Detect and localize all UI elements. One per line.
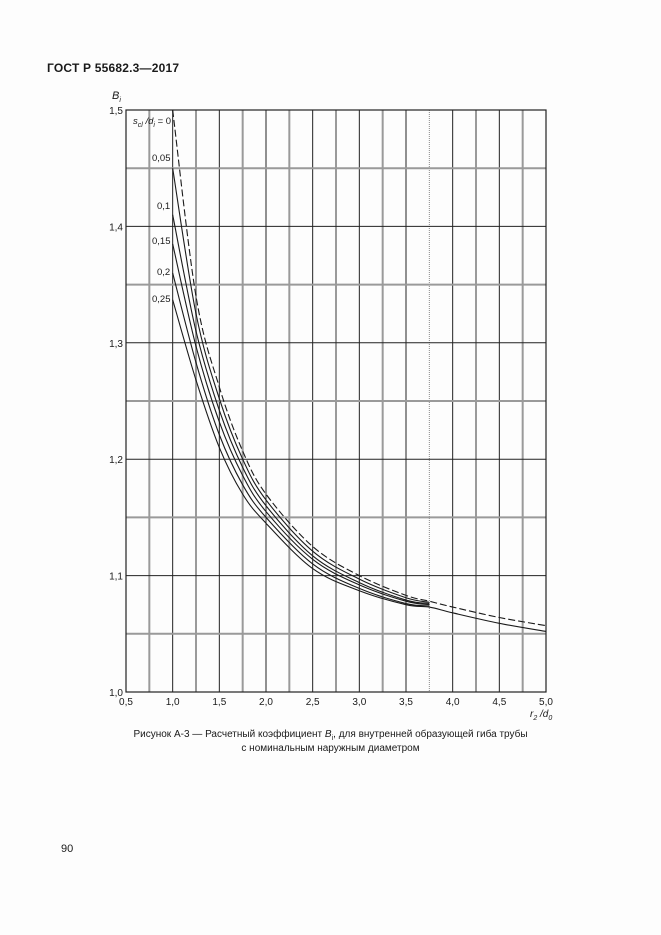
x-tick-label: 1,5 [212, 697, 226, 708]
caption-post: , для внутренней образующей гиба трубы [333, 729, 528, 740]
x-tick-label: 3,0 [352, 697, 366, 708]
series-annotation: 0,25 [152, 294, 171, 305]
x-tick-label: 4,5 [492, 697, 506, 708]
x-tick-label: 3,5 [399, 697, 413, 708]
y-tick-label: 1,1 [109, 572, 123, 583]
document-header: ГОСТ Р 55682.3—2017 [47, 61, 180, 75]
curve-s-0-05 [172, 168, 430, 603]
x-tick-label: 5,0 [539, 697, 553, 708]
y-tick-label: 1,5 [109, 106, 123, 117]
y-tick-label: 1,0 [109, 688, 123, 699]
x-tick-label: 1,0 [166, 697, 180, 708]
x-axis-label: r2 /d0 [530, 709, 552, 722]
caption-symbol-sub: i [331, 735, 334, 742]
curve-s-0-2 [172, 272, 430, 607]
figure-caption-line2: с номинальным наружным диаметром [241, 743, 420, 754]
caption-symbol: B [324, 729, 332, 740]
series-annotation: 0,15 [152, 236, 171, 247]
y-axis-label: Bi [112, 90, 121, 104]
chart-grid [125, 109, 547, 693]
chart-labels: 0,5 1,0 1,5 2,0 2,5 3,0 3,5 4,0 4,5 5,01,01,11,21… [109, 90, 553, 722]
series-annotation: 0,2 [157, 267, 170, 278]
chart-curves [172, 109, 547, 633]
curve-s-0-15 [172, 243, 430, 606]
page-number: 90 [61, 843, 74, 855]
x-tick-label: 2,0 [259, 697, 273, 708]
y-tick-label: 1,3 [109, 339, 123, 350]
y-tick-label: 1,2 [109, 455, 123, 466]
y-tick-label: 1,4 [109, 222, 123, 233]
series-annotation: scl /di = 0 [133, 116, 171, 129]
curve-s-0 [172, 109, 547, 627]
series-annotation: 0,05 [152, 153, 171, 164]
series-annotation: 0,1 [157, 201, 170, 212]
plot-frame [125, 109, 547, 693]
curve-s-0-25 [172, 299, 547, 633]
caption-pre: Рисунок А-3 — Расчетный коэффициент [133, 729, 325, 740]
curve-s-0-1 [172, 214, 430, 605]
x-tick-label: 2,5 [306, 697, 320, 708]
x-tick-label: 4,0 [446, 697, 460, 708]
x-tick-label: 0,5 [119, 697, 133, 708]
figure-caption-line1: Рисунок А-3 — Расчетный коэффициент Bi, … [0, 728, 661, 745]
